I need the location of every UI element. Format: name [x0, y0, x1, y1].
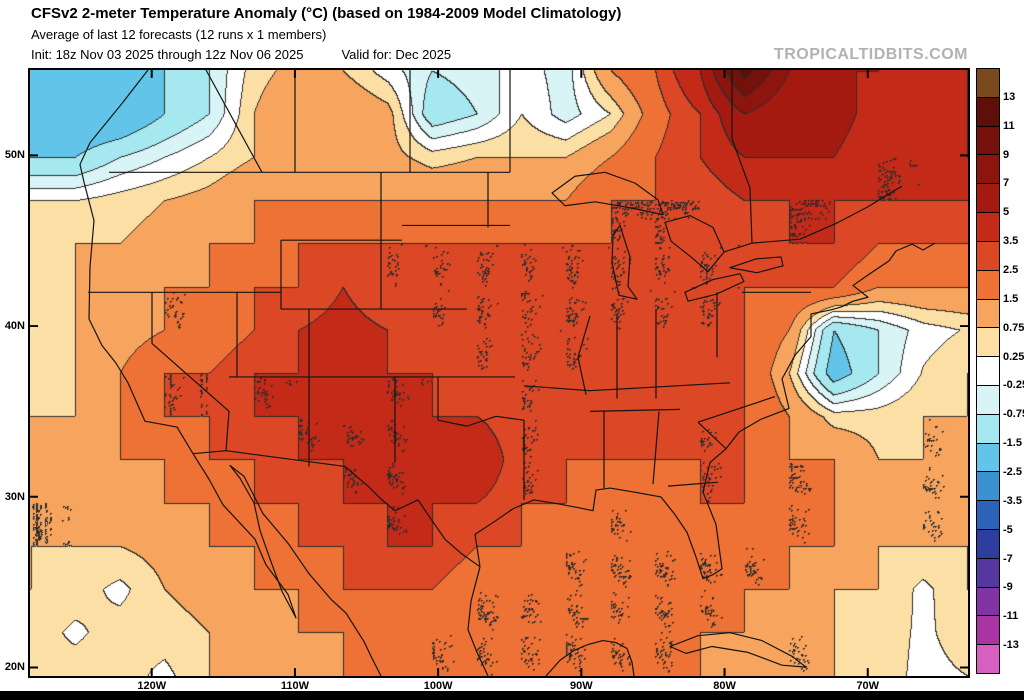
- colorbar-tick-label: -1.5: [1003, 437, 1022, 450]
- geo-boundary-path: [589, 382, 731, 392]
- colorbar-cell: [977, 299, 999, 329]
- colorbar-tick-label: -3.5: [1003, 494, 1022, 507]
- colorbar-tick-label: 1.5: [1003, 292, 1019, 305]
- colorbar-cell: [977, 213, 999, 242]
- geo-boundary-path: [474, 242, 936, 580]
- colorbar-tick-label: 0.75: [1003, 321, 1024, 334]
- geo-boundary-path: [684, 273, 745, 302]
- lat-tick-label: 20N: [4, 661, 25, 674]
- colorbar-tick-label: 3.5: [1003, 235, 1019, 248]
- colorbar-tick-label: -9: [1003, 581, 1013, 594]
- geo-boundary-path: [79, 70, 382, 676]
- geo-boundary-path: [697, 421, 727, 450]
- geo-boundary-path: [577, 315, 591, 395]
- geo-boundary-path: [664, 215, 725, 273]
- colorbar-cell: [977, 357, 999, 386]
- colorbar-tick-label: 2.5: [1003, 264, 1019, 276]
- lat-tick-label: 30N: [4, 490, 25, 503]
- geo-boundary-path: [731, 70, 753, 244]
- colorbar-cell: [977, 241, 999, 271]
- lon-tick-label: 100W: [423, 680, 453, 692]
- colorbar-cell: [977, 501, 999, 530]
- geo-boundary-path: [151, 292, 230, 451]
- watermark: TROPICALTIDBITS.COM: [773, 46, 968, 63]
- geo-boundary-path: [467, 566, 489, 676]
- colorbar-cell: [977, 126, 999, 156]
- colorbar-tick-label: -0.75: [1003, 408, 1024, 421]
- colorbar-tick-label: 5: [1003, 206, 1010, 219]
- geo-boundary-path: [611, 224, 638, 300]
- geography-overlay: [30, 70, 968, 676]
- geo-boundary-path: [545, 639, 635, 676]
- geo-boundary-path: [437, 415, 525, 427]
- axis-tick-marks: [30, 70, 968, 676]
- geo-boundary-path: [192, 450, 481, 568]
- colorbar-tick-label: 7: [1003, 177, 1010, 190]
- geo-boundary-path: [205, 70, 263, 173]
- colorbar-tick-label: -7: [1003, 552, 1013, 565]
- colorbar-cell: [977, 443, 999, 473]
- colorbar-cell: [977, 616, 999, 646]
- lon-tick-label: 90W: [570, 680, 593, 692]
- geo-boundary-path: [669, 632, 807, 668]
- colorbar-cell: [977, 97, 999, 127]
- geo-boundary-path: [652, 411, 660, 485]
- geo-boundary-path: [551, 171, 664, 216]
- colorbar-tick-label: 0.25: [1003, 350, 1024, 363]
- colorbar-tick-label: -0.25: [1003, 379, 1024, 392]
- lat-tick-label: 40N: [4, 320, 25, 333]
- colorbar-cell: [977, 587, 999, 617]
- colorbar-cell: [977, 270, 999, 300]
- lon-tick-label: 120W: [137, 680, 167, 692]
- geo-boundary-path: [723, 185, 903, 253]
- geo-boundary-path: [729, 256, 784, 274]
- init-valid-line: Init: 18z Nov 03 2025 through 12z Nov 06…: [31, 47, 451, 62]
- map-frame: [28, 68, 970, 678]
- colorbar-cell: [977, 558, 999, 588]
- lon-tick-label: 80W: [713, 680, 736, 692]
- geo-boundary-path: [589, 408, 681, 412]
- subtitle: Average of last 12 forecasts (12 runs x …: [31, 27, 327, 42]
- geo-boundary-path: [523, 385, 591, 392]
- colorbar-tick-label: -13: [1003, 639, 1019, 652]
- lon-tick-label: 70W: [856, 680, 880, 692]
- colorbar-cell: [977, 328, 999, 358]
- colorbar: [976, 68, 1000, 674]
- colorbar-tick-label: -5: [1003, 523, 1013, 536]
- colorbar-tick-label: -11: [1003, 610, 1019, 623]
- init-text: Init: 18z Nov 03 2025 through 12z Nov 06…: [31, 47, 304, 62]
- colorbar-tick-label: 13: [1003, 90, 1016, 103]
- geo-boundary-path: [697, 396, 776, 423]
- colorbar-cell: [977, 472, 999, 502]
- colorbar-cell: [977, 385, 999, 415]
- lat-tick-label: 50N: [4, 149, 25, 162]
- geo-boundary-path: [667, 481, 719, 487]
- colorbar-cell: [977, 414, 999, 444]
- bottom-bar: [0, 691, 1024, 700]
- colorbar-cell: [977, 530, 999, 559]
- colorbar-cell: [977, 69, 999, 98]
- page-title: CFSv2 2-meter Temperature Anomaly (°C) (…: [31, 5, 622, 22]
- lon-tick-label: 110W: [280, 680, 309, 692]
- colorbar-cell: [977, 184, 999, 214]
- colorbar-cell: [977, 155, 999, 185]
- colorbar-tick-label: 11: [1003, 119, 1015, 132]
- colorbar-tick-label: -2.5: [1003, 466, 1022, 478]
- colorbar-tick-label: 9: [1003, 148, 1010, 161]
- valid-text: Valid for: Dec 2025: [341, 47, 452, 62]
- colorbar-cell: [977, 645, 999, 674]
